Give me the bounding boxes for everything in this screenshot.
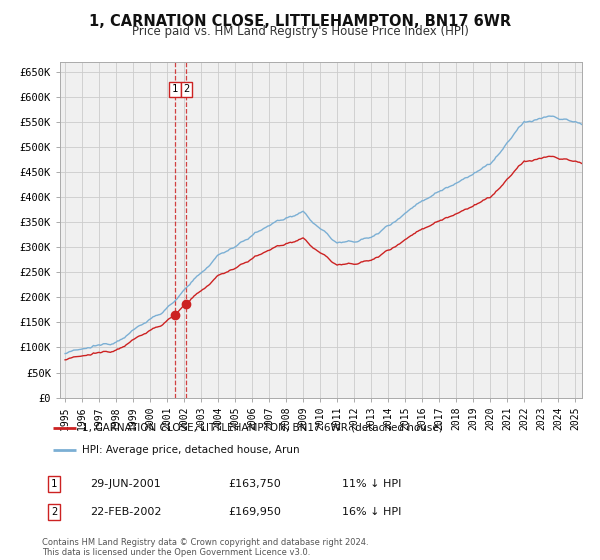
Text: 22-FEB-2002: 22-FEB-2002 bbox=[90, 507, 161, 517]
Text: 29-JUN-2001: 29-JUN-2001 bbox=[90, 479, 161, 489]
Text: 16% ↓ HPI: 16% ↓ HPI bbox=[342, 507, 401, 517]
Text: 2: 2 bbox=[51, 507, 57, 517]
Text: Contains HM Land Registry data © Crown copyright and database right 2024.
This d: Contains HM Land Registry data © Crown c… bbox=[42, 538, 368, 557]
Text: £169,950: £169,950 bbox=[228, 507, 281, 517]
Text: 1, CARNATION CLOSE, LITTLEHAMPTON, BN17 6WR: 1, CARNATION CLOSE, LITTLEHAMPTON, BN17 … bbox=[89, 14, 511, 29]
Text: 2: 2 bbox=[183, 84, 190, 94]
Text: HPI: Average price, detached house, Arun: HPI: Average price, detached house, Arun bbox=[82, 445, 299, 455]
Text: 1, CARNATION CLOSE, LITTLEHAMPTON, BN17 6WR (detached house): 1, CARNATION CLOSE, LITTLEHAMPTON, BN17 … bbox=[82, 423, 442, 433]
Text: 11% ↓ HPI: 11% ↓ HPI bbox=[342, 479, 401, 489]
Text: Price paid vs. HM Land Registry's House Price Index (HPI): Price paid vs. HM Land Registry's House … bbox=[131, 25, 469, 38]
Text: 1: 1 bbox=[51, 479, 57, 489]
Text: 1: 1 bbox=[172, 84, 178, 94]
Text: £163,750: £163,750 bbox=[228, 479, 281, 489]
